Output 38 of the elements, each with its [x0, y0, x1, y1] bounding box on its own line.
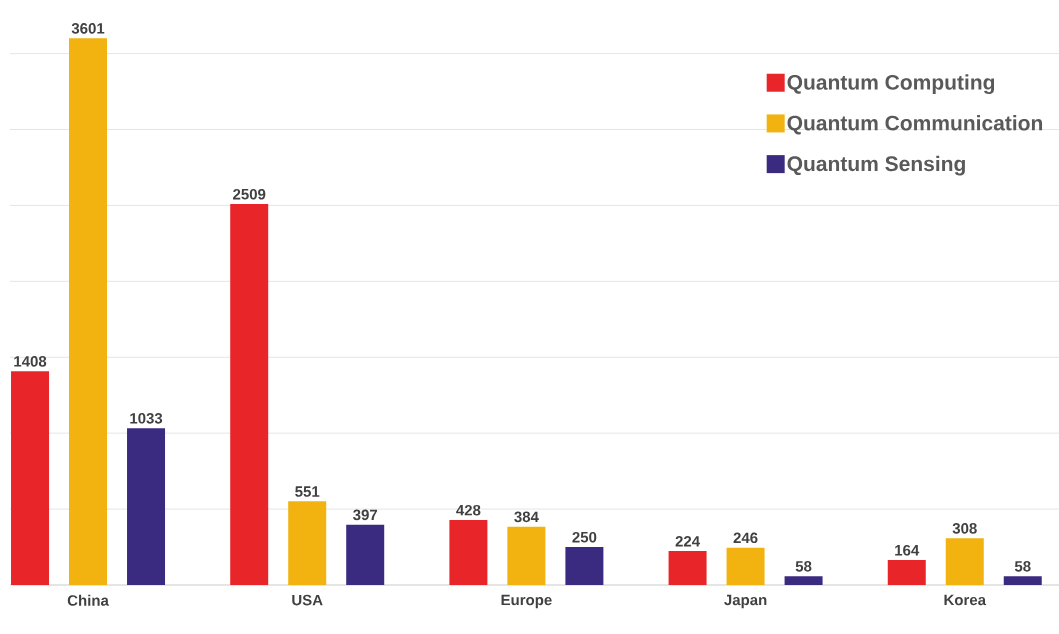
- bar: [945, 538, 984, 585]
- legend-label: Quantum Sensing: [787, 155, 965, 176]
- bar: [726, 547, 765, 585]
- x-tick-label: Korea: [944, 594, 987, 606]
- bar: [507, 526, 546, 585]
- x-tick-label: China: [67, 594, 109, 606]
- bar: [449, 520, 488, 585]
- bar: [565, 547, 604, 585]
- bar: [230, 204, 269, 585]
- data-label: 1408: [14, 356, 47, 367]
- data-label: 428: [456, 504, 481, 516]
- bar: [887, 560, 926, 585]
- data-label: 384: [514, 511, 539, 523]
- bar: [346, 524, 385, 585]
- data-label: 2509: [233, 188, 266, 200]
- bar: [1003, 576, 1042, 585]
- legend-label: Quantum Communication: [787, 115, 1043, 135]
- data-label: 58: [795, 561, 812, 572]
- bar: [784, 576, 823, 585]
- data-label: 250: [572, 531, 597, 543]
- bar: [288, 501, 327, 585]
- data-label: 164: [895, 544, 920, 556]
- data-label: 3601: [71, 23, 105, 34]
- x-tick-label: Japan: [724, 594, 767, 609]
- data-label: 224: [675, 536, 701, 547]
- x-tick-label: Europe: [501, 594, 552, 609]
- data-label: 551: [295, 486, 320, 497]
- bar: [11, 371, 50, 585]
- bar: [69, 38, 108, 585]
- x-tick-label: USA: [292, 594, 323, 606]
- data-label: 1033: [130, 413, 163, 424]
- data-label: 58: [1014, 561, 1031, 572]
- data-label: 308: [952, 523, 977, 534]
- bar: [668, 550, 707, 585]
- data-label: 246: [733, 532, 758, 544]
- bar: [127, 428, 166, 585]
- legend-label: Quantum Computing: [787, 74, 995, 95]
- data-label: 397: [353, 509, 378, 521]
